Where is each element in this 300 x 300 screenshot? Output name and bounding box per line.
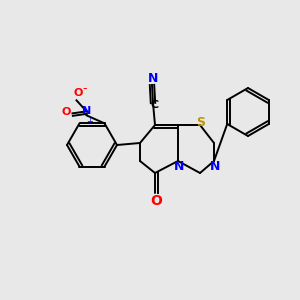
- Text: +: +: [86, 117, 93, 126]
- Text: N: N: [210, 160, 220, 172]
- Text: -: -: [82, 82, 87, 95]
- Text: N: N: [148, 71, 158, 85]
- Text: N: N: [82, 106, 91, 116]
- Text: S: S: [196, 116, 206, 130]
- Text: O: O: [74, 88, 83, 98]
- Text: N: N: [174, 160, 184, 173]
- Text: O: O: [150, 194, 162, 208]
- Text: O: O: [62, 107, 71, 117]
- Text: C: C: [151, 100, 159, 110]
